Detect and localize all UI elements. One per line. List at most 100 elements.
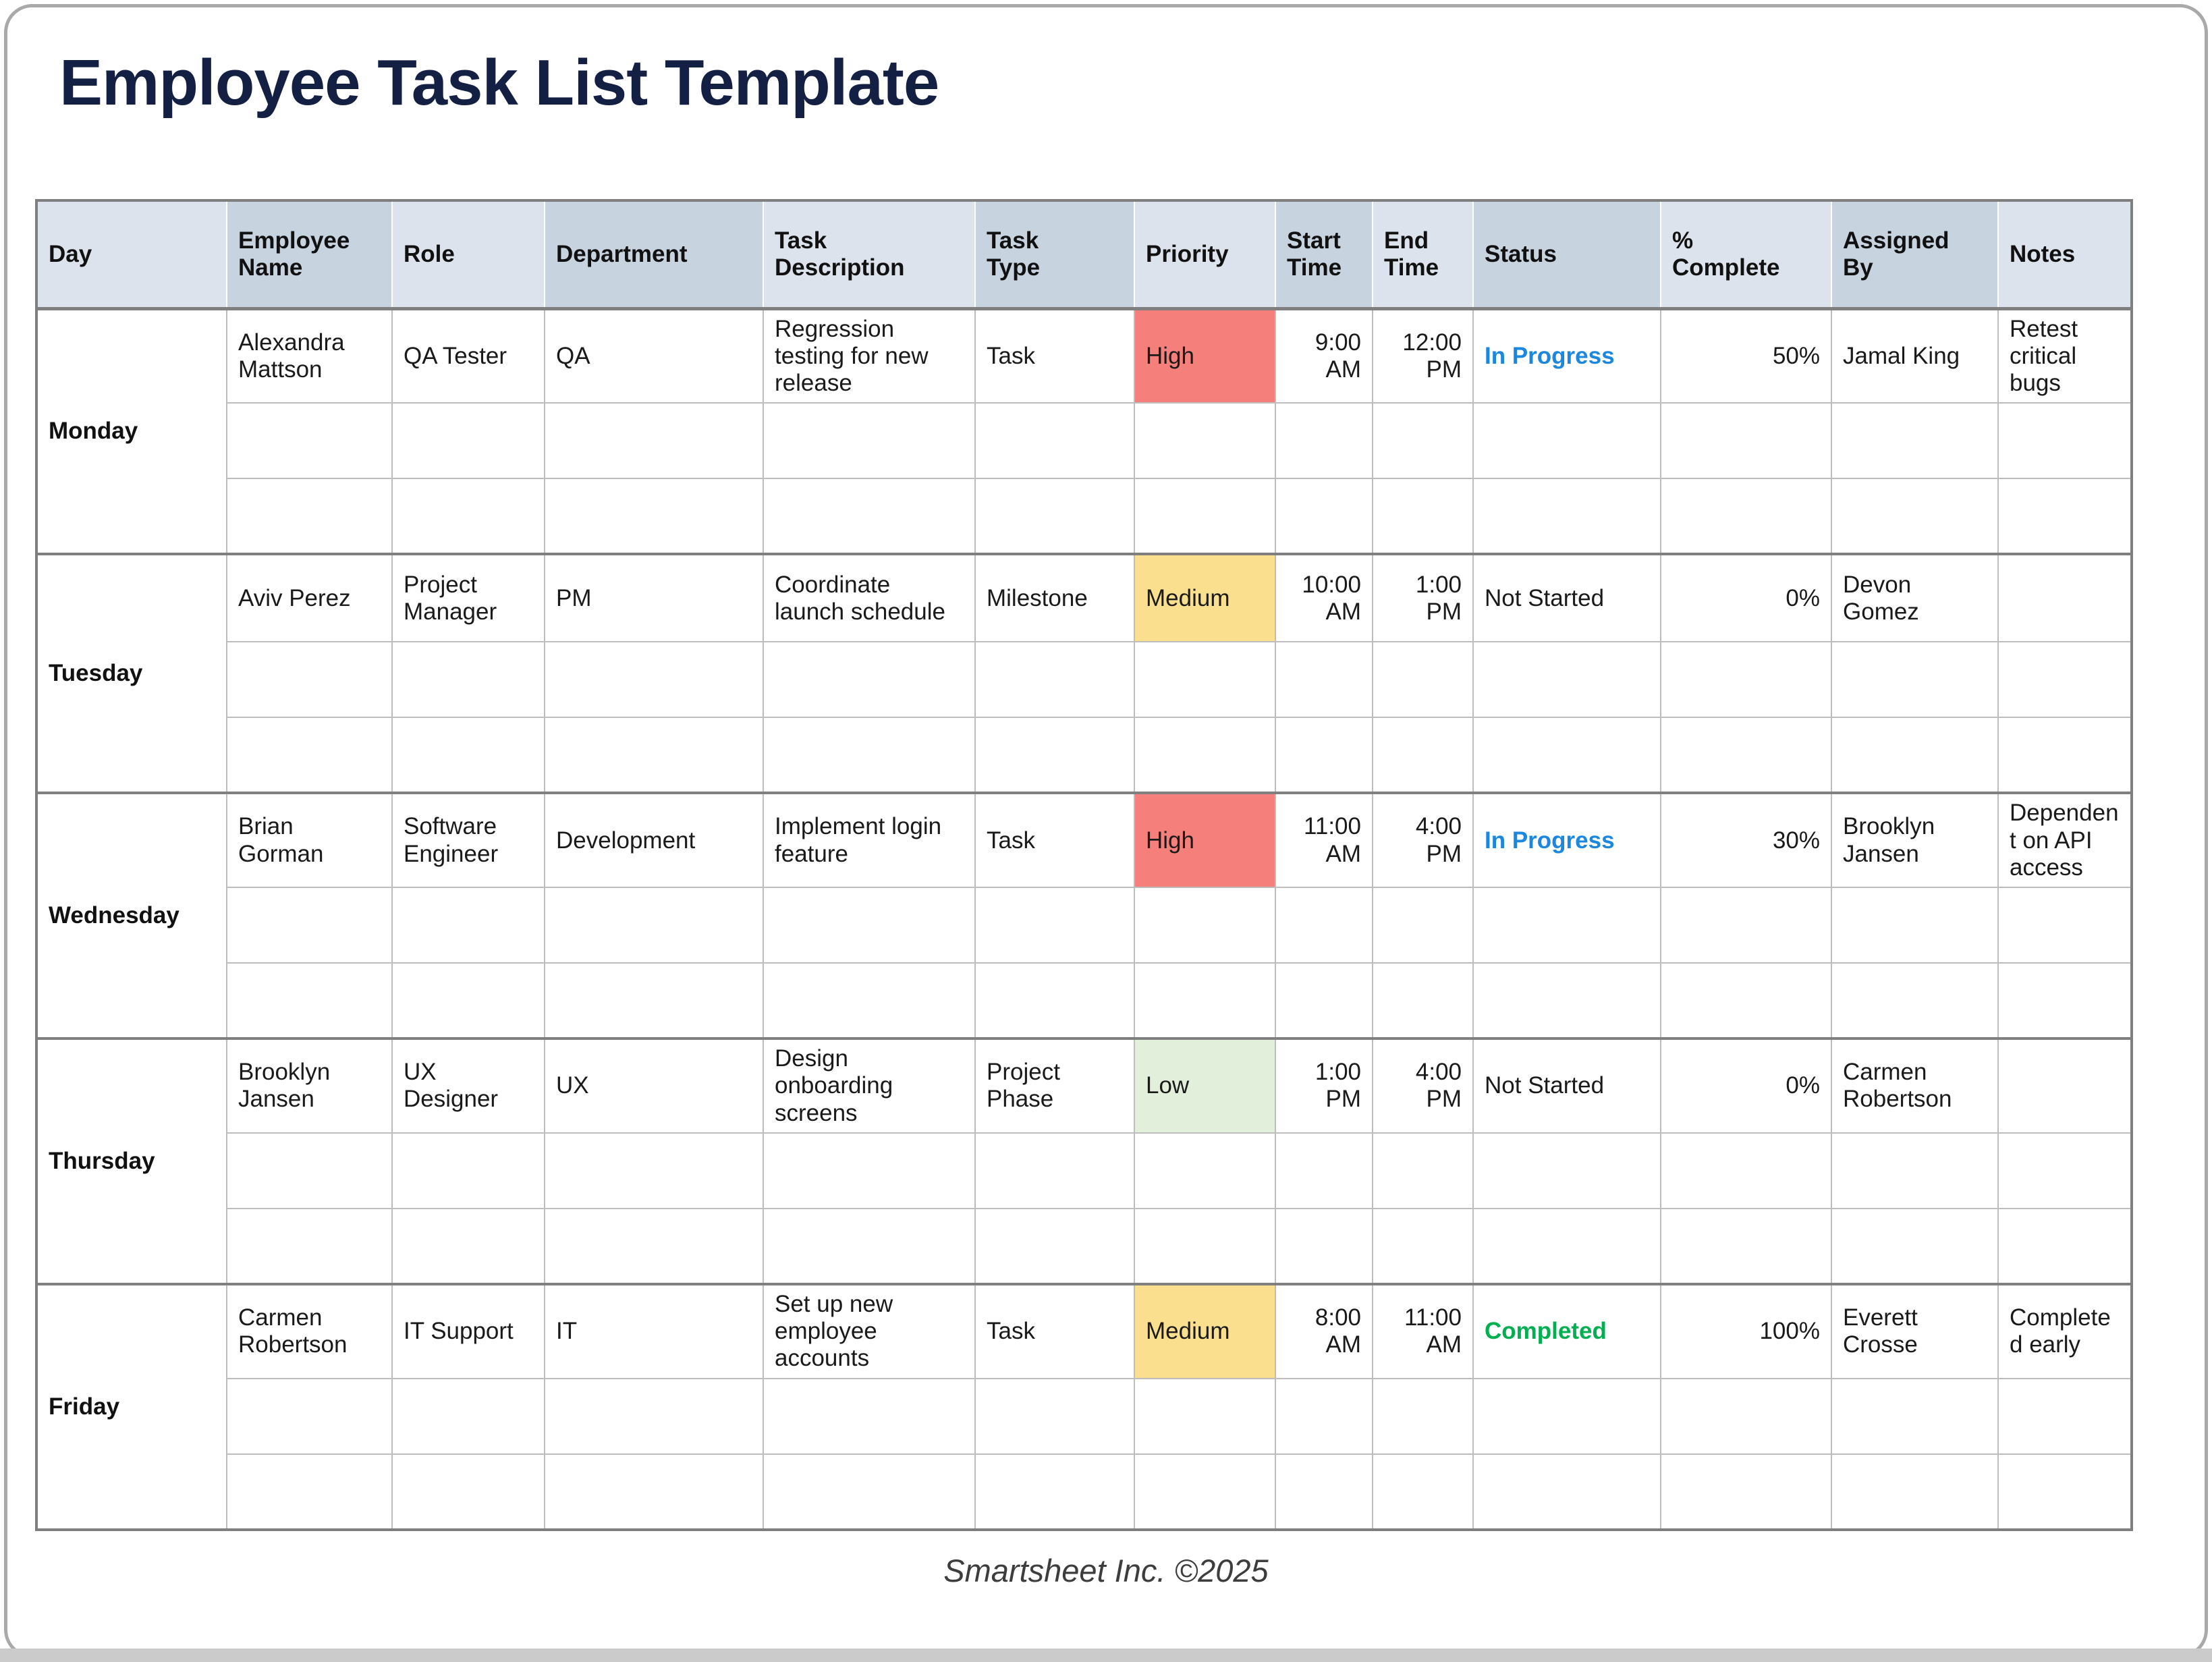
empty-cell[interactable] bbox=[1472, 962, 1661, 1039]
cell-role[interactable]: Software Engineer bbox=[391, 792, 545, 888]
empty-cell[interactable] bbox=[974, 1132, 1135, 1209]
day-cell-monday[interactable]: Monday bbox=[36, 306, 227, 555]
empty-cell[interactable] bbox=[1134, 887, 1276, 964]
cell-task-type[interactable]: Task bbox=[974, 1282, 1135, 1379]
empty-cell[interactable] bbox=[763, 641, 976, 719]
empty-cell[interactable] bbox=[1472, 402, 1661, 480]
cell-priority[interactable]: High bbox=[1134, 306, 1276, 404]
empty-cell[interactable] bbox=[544, 1377, 764, 1455]
empty-cell[interactable] bbox=[1275, 1132, 1373, 1209]
empty-cell[interactable] bbox=[226, 717, 393, 794]
cell-status[interactable]: Completed bbox=[1472, 1282, 1661, 1379]
empty-cell[interactable] bbox=[1660, 962, 1832, 1039]
day-cell-tuesday[interactable]: Tuesday bbox=[36, 553, 227, 794]
empty-cell[interactable] bbox=[1997, 402, 2132, 480]
cell-status[interactable]: Not Started bbox=[1472, 1037, 1661, 1134]
cell-assigned-by[interactable]: Everett Crosse bbox=[1831, 1282, 1999, 1379]
empty-cell[interactable] bbox=[974, 1207, 1135, 1285]
cell-start-time[interactable]: 9:00 AM bbox=[1275, 306, 1373, 404]
empty-cell[interactable] bbox=[391, 1207, 545, 1285]
cell-employee-name[interactable]: Alexandra Mattson bbox=[226, 306, 393, 404]
empty-cell[interactable] bbox=[1997, 1132, 2132, 1209]
empty-cell[interactable] bbox=[1134, 1377, 1276, 1455]
cell-employee-name[interactable]: Aviv Perez bbox=[226, 553, 393, 643]
cell-assigned-by[interactable]: Brooklyn Jansen bbox=[1831, 792, 1999, 888]
empty-cell[interactable] bbox=[1275, 1207, 1373, 1285]
empty-cell[interactable] bbox=[1134, 1207, 1276, 1285]
empty-cell[interactable] bbox=[544, 962, 764, 1039]
empty-cell[interactable] bbox=[544, 641, 764, 719]
empty-cell[interactable] bbox=[974, 717, 1135, 794]
cell-priority[interactable]: Medium bbox=[1134, 1282, 1276, 1379]
empty-cell[interactable] bbox=[1275, 402, 1373, 480]
cell-role[interactable]: IT Support bbox=[391, 1282, 545, 1379]
cell-percent-complete[interactable]: 50% bbox=[1660, 306, 1832, 404]
cell-assigned-by[interactable]: Jamal King bbox=[1831, 306, 1999, 404]
empty-cell[interactable] bbox=[1472, 1453, 1661, 1530]
empty-cell[interactable] bbox=[391, 1377, 545, 1455]
cell-department[interactable]: PM bbox=[544, 553, 764, 643]
empty-cell[interactable] bbox=[1275, 1453, 1373, 1530]
empty-cell[interactable] bbox=[1997, 1453, 2132, 1530]
cell-assigned-by[interactable]: Carmen Robertson bbox=[1831, 1037, 1999, 1134]
empty-cell[interactable] bbox=[1275, 1377, 1373, 1455]
empty-cell[interactable] bbox=[544, 1453, 764, 1530]
empty-cell[interactable] bbox=[1660, 1377, 1832, 1455]
empty-cell[interactable] bbox=[226, 1207, 393, 1285]
cell-priority[interactable]: Medium bbox=[1134, 553, 1276, 643]
cell-notes[interactable] bbox=[1997, 1037, 2132, 1134]
empty-cell[interactable] bbox=[1660, 478, 1832, 555]
cell-notes[interactable] bbox=[1997, 553, 2132, 643]
cell-task-type[interactable]: Milestone bbox=[974, 553, 1135, 643]
empty-cell[interactable] bbox=[1134, 402, 1276, 480]
empty-cell[interactable] bbox=[763, 1377, 976, 1455]
empty-cell[interactable] bbox=[1997, 1207, 2132, 1285]
empty-cell[interactable] bbox=[1134, 1453, 1276, 1530]
empty-cell[interactable] bbox=[391, 962, 545, 1039]
cell-end-time[interactable]: 1:00 PM bbox=[1372, 553, 1474, 643]
cell-notes[interactable]: Dependent on API access bbox=[1997, 792, 2132, 888]
cell-priority[interactable]: Low bbox=[1134, 1037, 1276, 1134]
empty-cell[interactable] bbox=[763, 717, 976, 794]
empty-cell[interactable] bbox=[1831, 887, 1999, 964]
cell-task-description[interactable]: Design onboarding screens bbox=[763, 1037, 976, 1134]
empty-cell[interactable] bbox=[226, 1377, 393, 1455]
empty-cell[interactable] bbox=[544, 887, 764, 964]
empty-cell[interactable] bbox=[763, 402, 976, 480]
empty-cell[interactable] bbox=[1372, 402, 1474, 480]
cell-task-type[interactable]: Task bbox=[974, 306, 1135, 404]
empty-cell[interactable] bbox=[1275, 478, 1373, 555]
empty-cell[interactable] bbox=[226, 478, 393, 555]
empty-cell[interactable] bbox=[1660, 1132, 1832, 1209]
empty-cell[interactable] bbox=[974, 478, 1135, 555]
empty-cell[interactable] bbox=[1275, 962, 1373, 1039]
empty-cell[interactable] bbox=[1134, 1132, 1276, 1209]
cell-employee-name[interactable]: Brooklyn Jansen bbox=[226, 1037, 393, 1134]
empty-cell[interactable] bbox=[1372, 1132, 1474, 1209]
empty-cell[interactable] bbox=[763, 887, 976, 964]
cell-task-description[interactable]: Coordinate launch schedule bbox=[763, 553, 976, 643]
cell-status[interactable]: Not Started bbox=[1472, 553, 1661, 643]
empty-cell[interactable] bbox=[391, 1132, 545, 1209]
cell-role[interactable]: Project Manager bbox=[391, 553, 545, 643]
empty-cell[interactable] bbox=[1831, 1132, 1999, 1209]
empty-cell[interactable] bbox=[974, 1377, 1135, 1455]
cell-priority[interactable]: High bbox=[1134, 792, 1276, 888]
empty-cell[interactable] bbox=[1472, 717, 1661, 794]
empty-cell[interactable] bbox=[1997, 478, 2132, 555]
empty-cell[interactable] bbox=[974, 641, 1135, 719]
empty-cell[interactable] bbox=[391, 478, 545, 555]
cell-task-description[interactable]: Implement login feature bbox=[763, 792, 976, 888]
empty-cell[interactable] bbox=[1831, 402, 1999, 480]
empty-cell[interactable] bbox=[974, 962, 1135, 1039]
cell-task-type[interactable]: Task bbox=[974, 792, 1135, 888]
empty-cell[interactable] bbox=[1472, 641, 1661, 719]
empty-cell[interactable] bbox=[1660, 717, 1832, 794]
empty-cell[interactable] bbox=[1997, 717, 2132, 794]
empty-cell[interactable] bbox=[226, 887, 393, 964]
empty-cell[interactable] bbox=[1997, 962, 2132, 1039]
empty-cell[interactable] bbox=[226, 1453, 393, 1530]
cell-percent-complete[interactable]: 30% bbox=[1660, 792, 1832, 888]
empty-cell[interactable] bbox=[1472, 1377, 1661, 1455]
empty-cell[interactable] bbox=[391, 717, 545, 794]
